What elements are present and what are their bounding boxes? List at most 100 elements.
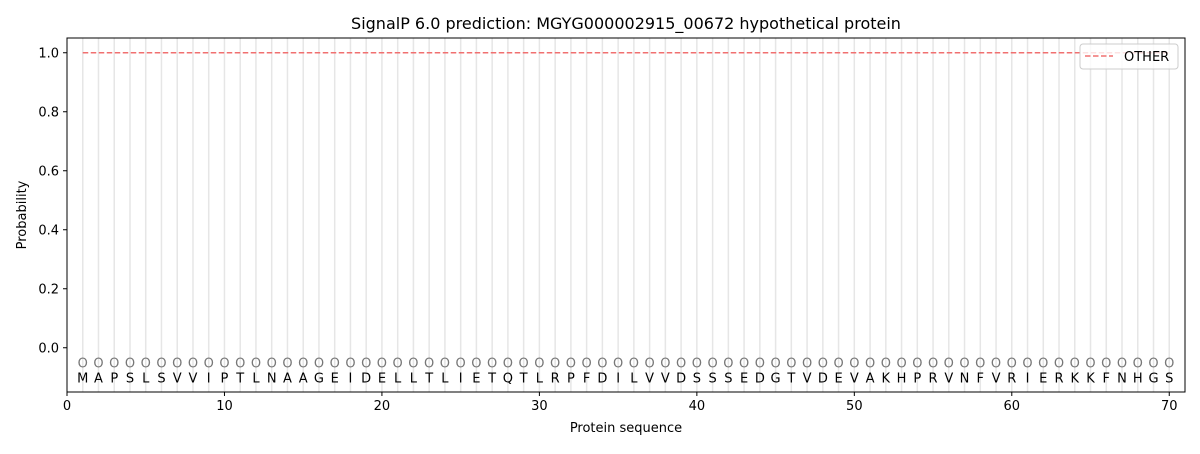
- residue-label-marker: O: [204, 357, 214, 372]
- residue-label-marker: O: [282, 357, 292, 372]
- residue-letter: P: [221, 371, 229, 386]
- y-tick-label: 0.8: [38, 105, 59, 120]
- residue-letter: F: [977, 371, 984, 386]
- residue-letter: T: [786, 371, 795, 386]
- residue-letter: V: [661, 371, 670, 386]
- residue-label-marker: O: [991, 357, 1001, 372]
- residue-letter: H: [1133, 371, 1143, 386]
- residue-label-marker: O: [377, 357, 387, 372]
- residue-letter: S: [708, 371, 716, 386]
- residue-label-marker: O: [188, 357, 198, 372]
- residue-letter: S: [1165, 371, 1173, 386]
- residue-letter: Q: [503, 371, 513, 386]
- residue-letter: I: [207, 371, 211, 386]
- residue-label-marker: O: [1054, 357, 1064, 372]
- residue-label-marker: O: [267, 357, 277, 372]
- residue-letter: L: [536, 371, 544, 386]
- residue-letter: D: [597, 371, 607, 386]
- residue-label-marker: O: [692, 357, 702, 372]
- residue-label-marker: O: [1070, 357, 1080, 372]
- residue-letter: N: [960, 371, 970, 386]
- residue-letter: S: [724, 371, 732, 386]
- residue-letter: E: [472, 371, 480, 386]
- residue-label-marker: O: [424, 357, 434, 372]
- residue-letter: G: [771, 371, 781, 386]
- residue-letter: L: [394, 371, 402, 386]
- residue-label-marker: O: [881, 357, 891, 372]
- residue-letter: I: [349, 371, 353, 386]
- y-tick-label: 0.0: [38, 341, 59, 356]
- x-tick-label: 50: [846, 399, 863, 414]
- residue-label-marker: O: [928, 357, 938, 372]
- residue-label-marker: O: [93, 357, 103, 372]
- residue-letter: F: [583, 371, 590, 386]
- residue-letter: E: [331, 371, 339, 386]
- residue-letter: H: [897, 371, 907, 386]
- residue-letter: D: [818, 371, 828, 386]
- residue-letter: T: [519, 371, 528, 386]
- residue-letter: V: [992, 371, 1001, 386]
- residue-letter: V: [645, 371, 654, 386]
- residue-letter: S: [157, 371, 165, 386]
- x-tick-label: 40: [689, 399, 706, 414]
- residue-label-marker: O: [1101, 357, 1111, 372]
- plot-frame: [66, 37, 1186, 393]
- residue-label-marker: O: [408, 357, 418, 372]
- residue-label-marker: O: [125, 357, 135, 372]
- residue-label-marker: O: [1022, 357, 1032, 372]
- residue-label-marker: O: [786, 357, 796, 372]
- residue-letter: E: [1039, 371, 1047, 386]
- residue-label-marker: O: [456, 357, 466, 372]
- residue-label-marker: O: [314, 357, 324, 372]
- residue-label-marker: O: [235, 357, 245, 372]
- residue-label-marker: O: [330, 357, 340, 372]
- residue-label-marker: O: [1007, 357, 1017, 372]
- residue-label-marker: O: [361, 357, 371, 372]
- y-tick-label: 1.0: [38, 46, 59, 61]
- residue-label-marker: O: [645, 357, 655, 372]
- residue-letter: P: [913, 371, 921, 386]
- x-tick-label: 10: [216, 399, 233, 414]
- residue-letter: G: [1148, 371, 1158, 386]
- residue-letter: V: [944, 371, 953, 386]
- residue-letter: V: [850, 371, 859, 386]
- residue-label-marker: O: [1133, 357, 1143, 372]
- residue-letter: E: [740, 371, 748, 386]
- residue-letter: N: [1117, 371, 1127, 386]
- residue-label-marker: O: [944, 357, 954, 372]
- residue-label-marker: O: [660, 357, 670, 372]
- residue-label-marker: O: [550, 357, 560, 372]
- x-tick-label: 20: [374, 399, 391, 414]
- residue-letter: R: [551, 371, 560, 386]
- residue-letter: S: [126, 371, 134, 386]
- residue-label-marker: O: [1038, 357, 1048, 372]
- residue-letter: V: [803, 371, 812, 386]
- residue-letter: E: [834, 371, 842, 386]
- residue-label-marker: O: [1164, 357, 1174, 372]
- residue-letter: E: [378, 371, 386, 386]
- y-axis-label: Probability: [15, 180, 30, 249]
- residue-letter: A: [866, 371, 875, 386]
- residue-label-marker: O: [629, 357, 639, 372]
- residue-label-marker: O: [770, 357, 780, 372]
- residue-letter: K: [1071, 371, 1080, 386]
- residue-label-marker: O: [503, 357, 513, 372]
- x-tick-label: 0: [63, 399, 71, 414]
- residue-label-marker: O: [975, 357, 985, 372]
- residue-letter: I: [459, 371, 463, 386]
- residue-label-marker: O: [1117, 357, 1127, 372]
- residue-label-marker: O: [471, 357, 481, 372]
- residue-label-marker: O: [566, 357, 576, 372]
- residue-letter: K: [1086, 371, 1095, 386]
- residue-label-marker: O: [849, 357, 859, 372]
- residue-letter: A: [299, 371, 308, 386]
- residue-letter: R: [929, 371, 938, 386]
- residue-label-marker: O: [896, 357, 906, 372]
- residue-letter: I: [1026, 371, 1030, 386]
- residue-letter: P: [567, 371, 575, 386]
- residue-letter: A: [94, 371, 103, 386]
- residue-letter: L: [252, 371, 260, 386]
- residue-label-marker: O: [156, 357, 166, 372]
- residue-label-marker: O: [613, 357, 623, 372]
